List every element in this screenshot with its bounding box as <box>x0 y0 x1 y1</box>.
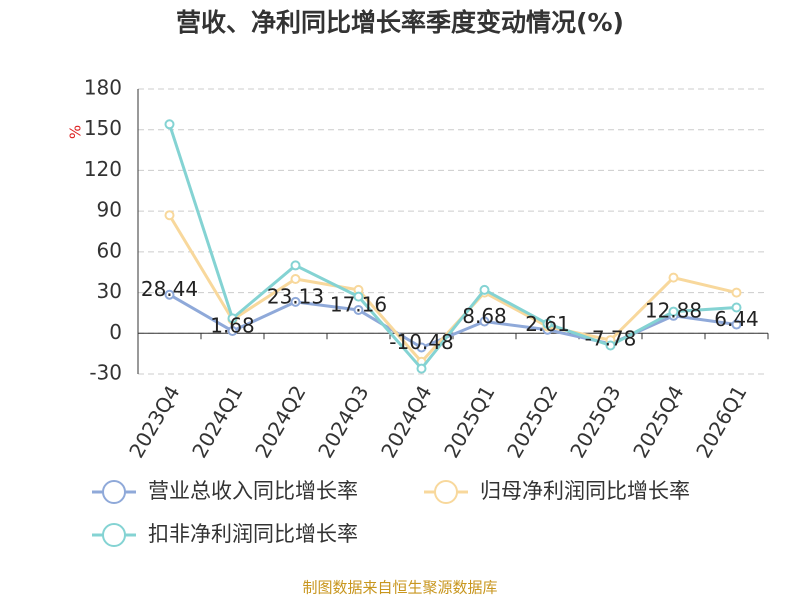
y-tick-label: 60 <box>97 238 122 262</box>
x-tick-label: 2026Q1 <box>691 381 751 462</box>
data-label: 2.61 <box>525 312 570 336</box>
point <box>416 342 427 353</box>
point <box>668 272 679 283</box>
data-label: 17.16 <box>330 292 387 316</box>
y-tick-label: 120 <box>84 157 122 181</box>
y-tick-label: 90 <box>97 198 122 222</box>
point <box>290 296 301 307</box>
y-tick-label: 150 <box>84 116 122 140</box>
data-label: 23.13 <box>267 284 324 308</box>
point <box>605 340 616 351</box>
point <box>479 284 490 295</box>
data-label: 8.68 <box>462 304 507 328</box>
y-tick-label: 0 <box>109 320 122 344</box>
point <box>479 316 490 327</box>
chart-title: 营收、净利同比增长率季度变动情况(%) <box>176 8 624 37</box>
point <box>731 302 742 313</box>
point <box>353 304 364 315</box>
legend-label: 扣非净利润同比增长率 <box>148 522 358 546</box>
data-label: 12.88 <box>645 298 702 322</box>
data-label: 6.44 <box>714 307 759 331</box>
data-label: 28.44 <box>141 277 198 301</box>
x-tick-label: 2024Q2 <box>250 381 310 462</box>
x-tick-label: 2025Q1 <box>439 381 499 462</box>
legend-label: 归母净利润同比增长率 <box>480 479 690 503</box>
x-tick-label: 2025Q2 <box>502 381 562 462</box>
y-axis-label: % <box>67 125 85 139</box>
point <box>227 313 238 324</box>
data-label: 1.68 <box>210 314 255 338</box>
point <box>290 260 301 271</box>
point <box>164 119 175 130</box>
point <box>353 291 364 302</box>
x-tick-label: 2024Q4 <box>376 381 436 462</box>
x-tick-label: 2025Q4 <box>628 381 688 462</box>
point <box>227 326 238 337</box>
point <box>668 306 679 317</box>
x-tick-label: 2023Q4 <box>124 381 184 462</box>
legend-marker <box>434 480 458 504</box>
x-tick-label: 2025Q3 <box>565 381 625 462</box>
legend-marker <box>102 480 126 504</box>
point <box>542 318 553 329</box>
y-tick-label: 30 <box>97 279 122 303</box>
point <box>731 319 742 330</box>
legend-marker <box>102 523 126 547</box>
point <box>416 363 427 374</box>
y-tick-label: 180 <box>84 76 122 100</box>
point <box>731 287 742 298</box>
data-label: -10.48 <box>389 330 453 354</box>
x-tick-label: 2024Q1 <box>187 381 247 462</box>
y-tick-label: -30 <box>89 361 122 385</box>
point <box>164 289 175 300</box>
source-note: 制图数据来自恒生聚源数据库 <box>302 579 497 597</box>
point <box>290 274 301 284</box>
series-line <box>168 123 737 371</box>
x-tick-label: 2024Q3 <box>313 381 373 462</box>
point <box>164 210 175 221</box>
legend-label: 营业总收入同比增长率 <box>148 479 358 503</box>
data-label: -7.78 <box>585 326 637 350</box>
